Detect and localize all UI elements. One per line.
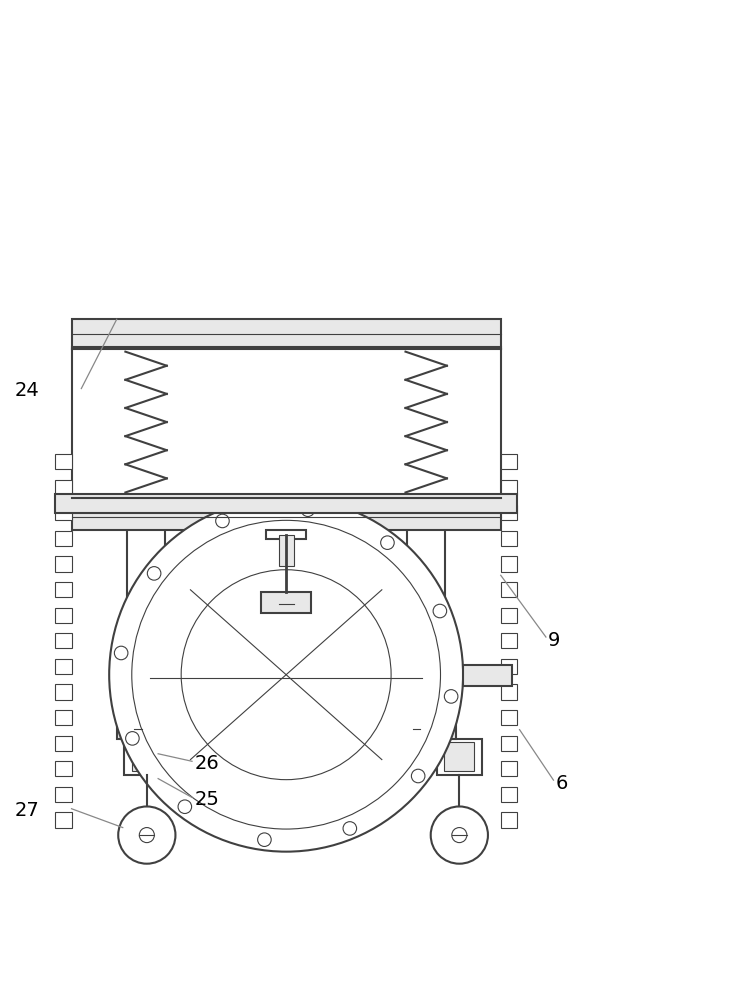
Bar xyxy=(55,608,72,623)
Bar xyxy=(501,710,517,725)
Bar xyxy=(127,498,165,701)
Bar xyxy=(55,659,72,674)
Bar xyxy=(117,701,175,739)
Bar xyxy=(124,739,169,775)
Bar xyxy=(266,530,306,539)
Bar xyxy=(501,659,517,674)
Bar xyxy=(55,633,72,648)
Bar xyxy=(55,494,517,513)
Bar xyxy=(501,761,517,776)
Bar xyxy=(55,787,72,802)
Bar xyxy=(501,505,517,520)
Bar xyxy=(55,684,72,700)
Bar xyxy=(55,480,72,495)
Bar xyxy=(72,496,501,530)
Bar xyxy=(407,498,445,701)
Circle shape xyxy=(109,498,463,852)
Text: 27: 27 xyxy=(15,801,40,820)
Text: 26: 26 xyxy=(194,754,219,773)
Bar xyxy=(55,582,72,597)
Text: 6: 6 xyxy=(556,774,568,793)
Bar xyxy=(72,319,501,349)
Bar xyxy=(279,535,294,566)
Text: 9: 9 xyxy=(548,631,560,650)
Bar xyxy=(55,505,72,520)
Bar xyxy=(55,556,72,572)
Bar xyxy=(444,742,474,771)
Bar xyxy=(55,454,72,469)
Text: 24: 24 xyxy=(15,381,40,400)
Bar xyxy=(55,736,72,751)
Bar xyxy=(397,701,456,739)
Bar xyxy=(501,787,517,802)
Bar xyxy=(501,608,517,623)
Bar xyxy=(501,454,517,469)
Bar xyxy=(501,582,517,597)
Bar xyxy=(55,761,72,776)
Bar xyxy=(132,742,162,771)
Bar xyxy=(501,480,517,495)
Bar xyxy=(501,633,517,648)
Bar xyxy=(55,531,72,546)
Bar xyxy=(463,665,512,686)
Bar xyxy=(501,684,517,700)
Bar xyxy=(501,736,517,751)
Bar xyxy=(72,347,501,498)
Bar xyxy=(55,710,72,725)
Bar xyxy=(501,556,517,572)
Bar xyxy=(501,812,517,828)
Bar xyxy=(55,812,72,828)
Bar xyxy=(261,592,311,613)
Bar xyxy=(501,531,517,546)
Bar xyxy=(437,739,482,775)
Text: 25: 25 xyxy=(194,790,219,809)
